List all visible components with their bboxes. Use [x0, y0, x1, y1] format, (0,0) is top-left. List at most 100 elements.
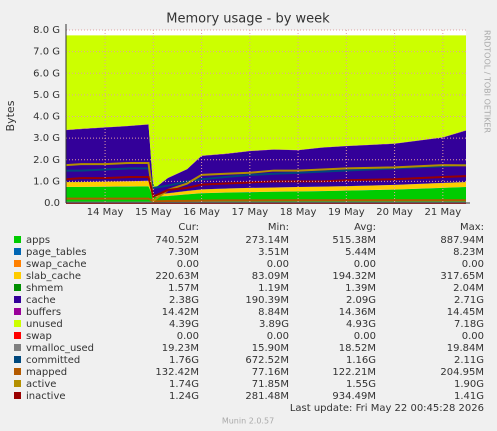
- stat-value: 1.57M: [168, 283, 199, 294]
- legend-label: vmalloc_used: [26, 343, 94, 354]
- legend-label: mapped: [26, 367, 67, 378]
- legend-swatch: [14, 236, 21, 243]
- stat-value: 934.49M: [332, 391, 376, 402]
- stat-value: 1.90G: [454, 379, 484, 390]
- legend-swatch: [14, 356, 21, 363]
- stat-value: 1.41G: [454, 391, 484, 402]
- legend-label: cache: [26, 295, 56, 306]
- legend-swatch: [14, 248, 21, 255]
- legend-label: buffers: [26, 307, 61, 318]
- area: [66, 35, 466, 190]
- stat-value: 190.39M: [245, 295, 289, 306]
- legend-swatch: [14, 272, 21, 279]
- stat-value: 1.19M: [258, 283, 289, 294]
- area: [66, 186, 466, 203]
- area: [66, 180, 466, 197]
- stat-value: 1.39M: [345, 283, 376, 294]
- stat-value: 2.11G: [454, 355, 484, 366]
- legend-label: page_tables: [26, 247, 87, 258]
- legend-swatch: [14, 332, 21, 339]
- y-tick-label: 0.0: [44, 198, 60, 209]
- y-tick-label: 1.0 G: [33, 176, 60, 187]
- x-tick-label: 16 May: [183, 207, 220, 218]
- y-tick-label: 7.0 G: [33, 47, 60, 58]
- stat-value: 8.84M: [258, 307, 289, 318]
- line: [66, 163, 467, 189]
- legend-swatch: [14, 284, 21, 291]
- stat-value: 0.00: [267, 331, 289, 342]
- legend-swatch: [14, 260, 21, 267]
- stat-value: 0.00: [462, 259, 484, 270]
- last-update: Last update: Fri May 22 00:45:28 2026: [290, 403, 484, 414]
- stat-value: 14.36M: [339, 307, 376, 318]
- legend-swatch: [14, 296, 21, 303]
- stat-value: 2.04M: [453, 283, 484, 294]
- stat-value: 0.00: [354, 259, 376, 270]
- y-tick-label: 4.0 G: [33, 112, 60, 123]
- legend-swatch: [14, 380, 21, 387]
- legend-label: apps: [26, 235, 50, 246]
- stat-value: 273.14M: [245, 235, 289, 246]
- stat-value: 2.09G: [346, 295, 376, 306]
- side-text: RRDTOOL / TOBI OETIKER: [483, 30, 492, 133]
- legend-swatch: [14, 368, 21, 375]
- y-tick-label: 2.0 G: [33, 155, 60, 166]
- y-tick-label: 6.0 G: [33, 68, 60, 79]
- stat-value: 1.16G: [346, 355, 376, 366]
- stats-header: Avg:: [354, 222, 376, 233]
- stat-value: 1.55G: [346, 379, 376, 390]
- stat-value: 14.42M: [162, 307, 199, 318]
- legend-label: shmem: [26, 283, 63, 294]
- stat-value: 0.00: [354, 331, 376, 342]
- legend-label: unused: [26, 319, 63, 330]
- y-tick-label: 8.0 G: [33, 25, 60, 36]
- legend-label: swap: [26, 331, 52, 342]
- stat-value: 2.71G: [454, 295, 484, 306]
- line: [66, 197, 466, 203]
- stat-value: 18.52M: [339, 343, 376, 354]
- stat-value: 317.65M: [440, 271, 484, 282]
- legend-label: slab_cache: [26, 271, 81, 282]
- stat-value: 281.48M: [245, 391, 289, 402]
- stat-value: 14.45M: [447, 307, 484, 318]
- stat-value: 7.18G: [454, 319, 484, 330]
- stat-value: 194.32M: [332, 271, 376, 282]
- x-tick-label: 21 May: [425, 207, 462, 218]
- stat-value: 0.00: [267, 259, 289, 270]
- stat-value: 3.51M: [258, 247, 289, 258]
- area: [66, 124, 466, 195]
- x-tick-label: 19 May: [328, 207, 365, 218]
- stat-value: 3.89G: [259, 319, 289, 330]
- x-tick-label: 20 May: [376, 207, 413, 218]
- stat-value: 122.21M: [332, 367, 376, 378]
- stat-value: 0.00: [462, 331, 484, 342]
- stat-value: 515.38M: [332, 235, 376, 246]
- stats-header: Cur:: [178, 222, 199, 233]
- footer: Munin 2.0.57: [222, 417, 274, 426]
- stat-value: 220.63M: [155, 271, 199, 282]
- stat-value: 8.23M: [453, 247, 484, 258]
- x-tick-label: 14 May: [87, 207, 124, 218]
- stat-value: 887.94M: [440, 235, 484, 246]
- legend-swatch: [14, 392, 21, 399]
- stat-value: 1.24G: [169, 391, 199, 402]
- stat-value: 5.44M: [345, 247, 376, 258]
- stat-value: 7.30M: [168, 247, 199, 258]
- legend-label: active: [26, 379, 56, 390]
- stat-value: 1.74G: [169, 379, 199, 390]
- y-tick-label: 3.0 G: [33, 133, 60, 144]
- stat-value: 0.00: [177, 259, 199, 270]
- stat-value: 0.00: [177, 331, 199, 342]
- stat-value: 19.84M: [447, 343, 484, 354]
- legend-label: committed: [26, 355, 80, 366]
- stat-value: 71.85M: [252, 379, 289, 390]
- stats-header: Max:: [460, 222, 484, 233]
- x-tick-label: 15 May: [135, 207, 172, 218]
- legend-swatch: [14, 320, 21, 327]
- legend-label: swap_cache: [26, 259, 86, 270]
- stat-value: 672.52M: [245, 355, 289, 366]
- stat-value: 740.52M: [155, 235, 199, 246]
- stat-value: 77.16M: [252, 367, 289, 378]
